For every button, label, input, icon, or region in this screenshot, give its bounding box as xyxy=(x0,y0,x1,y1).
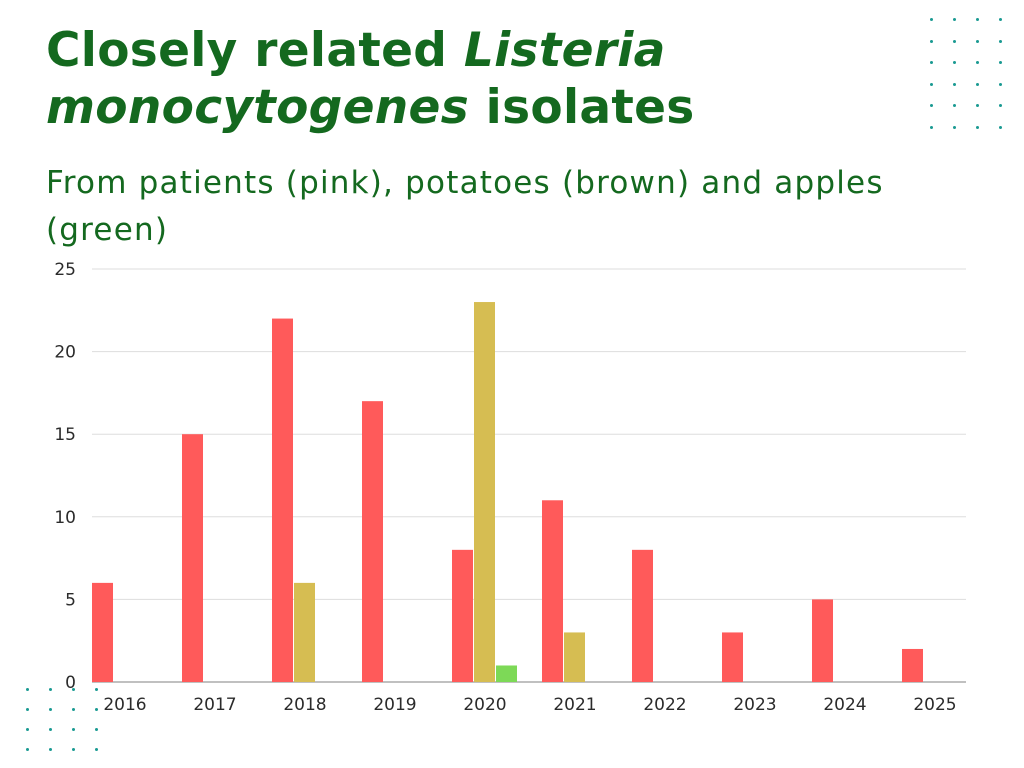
decorative-dot xyxy=(26,688,29,691)
decorative-dot xyxy=(999,39,1002,43)
x-tick-label: 2021 xyxy=(553,695,596,715)
y-tick-label: 15 xyxy=(54,425,76,445)
title-part-1: Closely related xyxy=(46,23,464,78)
x-tick-label: 2023 xyxy=(733,695,776,715)
decorative-dot xyxy=(72,708,75,711)
bar xyxy=(92,582,113,682)
y-tick-label: 10 xyxy=(54,508,76,528)
decorative-dot xyxy=(976,61,979,64)
bar xyxy=(362,401,383,682)
gridlines xyxy=(92,268,966,683)
decorative-dot xyxy=(999,61,1002,64)
bar xyxy=(496,665,517,682)
bar xyxy=(902,648,923,682)
decorative-dot xyxy=(976,125,979,129)
decorative-dot xyxy=(976,82,979,86)
x-tick-label: 2025 xyxy=(913,695,956,715)
y-tick-label: 0 xyxy=(65,673,76,693)
decorative-dot xyxy=(999,104,1002,107)
chart-title: Closely related Listeria monocytogenes i… xyxy=(46,22,906,136)
decorative-dot xyxy=(49,708,52,711)
decorative-dot xyxy=(953,82,956,86)
title-species-name: Listeria monocytogenes xyxy=(46,23,666,135)
decorative-dot xyxy=(976,18,979,21)
y-tick-label: 5 xyxy=(65,590,76,610)
decorative-dot-grid-bottom-left xyxy=(26,688,106,763)
x-tick-label: 2016 xyxy=(103,695,146,715)
decorative-dot xyxy=(930,18,933,21)
x-tick-label: 2024 xyxy=(823,695,866,715)
decorative-dot xyxy=(72,728,75,731)
x-tick-label: 2020 xyxy=(463,695,506,715)
bar xyxy=(474,302,495,682)
decorative-dot xyxy=(930,125,933,129)
decorative-dot xyxy=(72,688,75,691)
decorative-dot xyxy=(95,748,98,751)
y-axis-ticks: 0 5 10 15 20 25 xyxy=(54,260,76,693)
decorative-dot xyxy=(953,104,956,107)
bar xyxy=(564,632,585,682)
bar xyxy=(452,549,473,682)
chart-subtitle: From patients (pink), potatoes (brown) a… xyxy=(46,165,884,248)
decorative-dot xyxy=(976,39,979,43)
bar xyxy=(272,318,293,682)
bars xyxy=(92,302,923,682)
title-part-2: isolates xyxy=(469,80,695,135)
y-tick-label: 25 xyxy=(54,260,76,280)
decorative-dot xyxy=(49,728,52,731)
decorative-dot xyxy=(999,18,1002,21)
decorative-dot xyxy=(953,39,956,43)
decorative-dot xyxy=(953,61,956,64)
decorative-dot xyxy=(26,728,29,731)
decorative-dot-grid-top-right xyxy=(930,18,1010,133)
decorative-dot xyxy=(999,82,1002,86)
bar xyxy=(294,582,315,682)
bar xyxy=(182,434,203,682)
decorative-dot xyxy=(930,104,933,107)
decorative-dot xyxy=(49,688,52,691)
decorative-dot xyxy=(930,82,933,86)
x-axis-ticks: 2016 2017 2018 2019 2020 2021 2022 2023 2024 2025 xyxy=(103,695,956,715)
bar xyxy=(632,549,653,682)
x-tick-label: 2019 xyxy=(373,695,416,715)
decorative-dot xyxy=(930,39,933,43)
decorative-dot xyxy=(976,104,979,107)
decorative-dot xyxy=(95,708,98,711)
x-tick-label: 2018 xyxy=(283,695,326,715)
decorative-dot xyxy=(930,61,933,64)
decorative-dot xyxy=(26,708,29,711)
bar xyxy=(722,632,743,682)
decorative-dot xyxy=(95,728,98,731)
bar xyxy=(542,500,563,682)
decorative-dot xyxy=(999,125,1002,129)
decorative-dot xyxy=(72,748,75,751)
decorative-dot xyxy=(95,688,98,691)
y-tick-label: 20 xyxy=(54,343,76,363)
decorative-dot xyxy=(953,125,956,129)
x-tick-label: 2022 xyxy=(643,695,686,715)
decorative-dot xyxy=(26,748,29,751)
decorative-dot xyxy=(953,18,956,21)
decorative-dot xyxy=(49,748,52,751)
bar xyxy=(812,599,833,682)
x-tick-label: 2017 xyxy=(193,695,236,715)
